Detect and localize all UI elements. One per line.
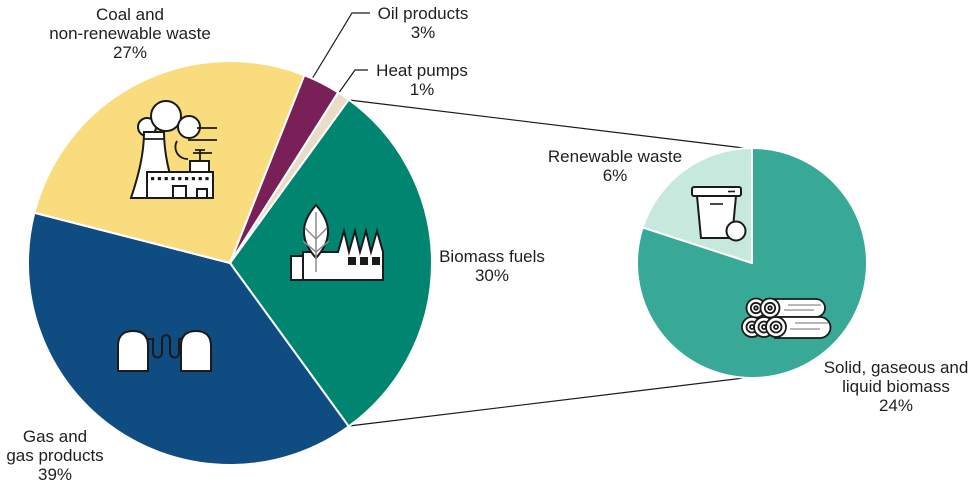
label-gas-and-gas-products: Gas and gas products 39% [6, 427, 103, 484]
connector-line-biomass-bottom [348, 376, 753, 427]
label-line: Biomass fuels [439, 247, 545, 266]
label-value: 1% [409, 80, 435, 99]
label-line: liquid biomass [842, 377, 950, 396]
label-value: 39% [37, 465, 73, 484]
biomass-factory-leaf-icon [290, 203, 384, 281]
label-line: non-renewable waste [49, 24, 211, 43]
label-coal-and-non-renewable-waste: Coal and non-renewable waste 27% [49, 5, 211, 62]
connector-line-biomass-top [348, 99, 753, 150]
label-value: 6% [602, 166, 628, 185]
gas-storage-tanks-icon [117, 329, 212, 372]
callout-line-oil-products [311, 12, 370, 80]
label-value: 30% [474, 266, 510, 285]
label-value: 27% [112, 43, 148, 62]
callout-line-heat-pumps [337, 69, 368, 95]
label-renewable-waste: Renewable waste 6% [548, 147, 682, 185]
pie-slice-heat-pumps [229, 91, 350, 264]
wood-logs-icon [741, 297, 832, 339]
label-line: Oil products [377, 4, 469, 23]
power-plant-icon [129, 100, 217, 199]
label-heat-pumps: Heat pumps 1% [376, 61, 468, 99]
label-line: Gas and [22, 427, 88, 446]
label-solid-gaseous-liquid-biomass: Solid, gaseous and liquid biomass 24% [824, 358, 969, 415]
label-line: Renewable waste [547, 147, 683, 166]
label-oil-products: Oil products 3% [378, 4, 469, 42]
label-value: 3% [410, 23, 436, 42]
label-biomass-fuels: Biomass fuels 30% [439, 247, 545, 285]
label-line: Coal and [95, 5, 165, 24]
callout-lines [311, 12, 753, 427]
pie-slice-coal-and-non-renewable-waste [33, 60, 306, 264]
label-line: Heat pumps [376, 61, 468, 80]
label-line: gas products [6, 446, 104, 465]
label-value: 24% [878, 396, 914, 415]
waste-bin-icon [691, 186, 747, 242]
label-line: Solid, gaseous and [823, 358, 969, 377]
